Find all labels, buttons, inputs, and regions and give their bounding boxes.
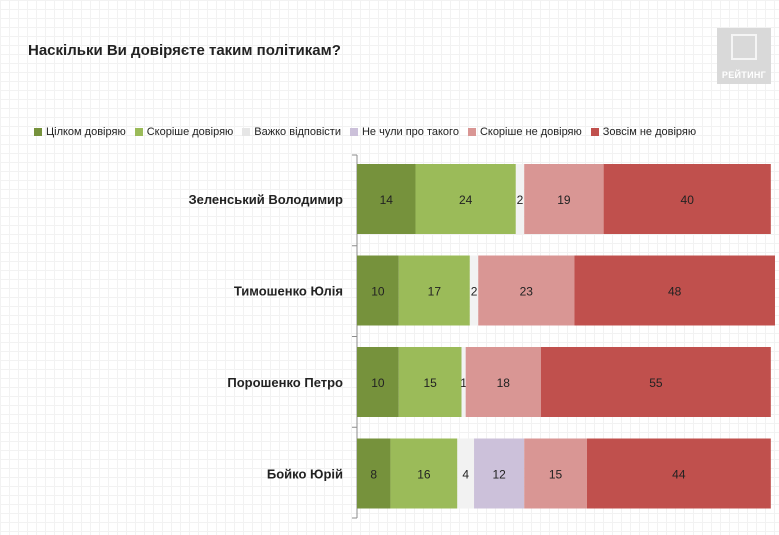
bar-segment [524, 438, 587, 509]
legend-label: Цілком довіряю [46, 126, 126, 138]
legend-label: Важко відповісти [254, 126, 341, 138]
bar-segment [357, 347, 399, 417]
legend-swatch [242, 128, 251, 136]
bar-segment [474, 438, 525, 509]
value-label: 10 [371, 285, 385, 299]
legend-item: Скоріше не довіряю [467, 126, 582, 138]
bar-segment [357, 164, 416, 234]
bar-segment [457, 438, 475, 509]
value-label: 18 [497, 376, 511, 390]
legend-item: Скоріше довіряю [134, 126, 234, 138]
bar-segment [390, 438, 458, 509]
legend-swatch [590, 128, 599, 136]
legend-item: Цілком довіряю [34, 126, 126, 138]
bar-segment [465, 347, 541, 417]
legend: Цілком довіряю Скоріше довіряю Важко відпо… [34, 124, 705, 140]
value-label: 4 [462, 468, 469, 482]
bar-segment [574, 255, 775, 326]
bar-segment [469, 255, 479, 326]
legend-item: Зовсім не довіряю [590, 126, 697, 138]
value-label: 15 [423, 376, 437, 390]
value-label: 10 [371, 376, 385, 390]
legend-swatch [134, 128, 143, 136]
bar-segment [398, 255, 470, 326]
bar-segment [357, 255, 399, 326]
value-label: 8 [370, 468, 377, 482]
value-label: 24 [459, 193, 473, 207]
value-label: 14 [380, 193, 394, 207]
legend-swatch [34, 128, 42, 136]
legend-swatch [467, 128, 476, 136]
bar-segment [586, 438, 771, 509]
bar-segment [357, 438, 391, 509]
rating-logo: РЕЙТИНГ [717, 28, 771, 84]
value-label: 12 [492, 468, 506, 482]
bar-segment [524, 164, 604, 234]
value-label: 2 [471, 285, 478, 299]
legend-label: Скоріше не довіряю [479, 126, 582, 138]
value-label: 55 [649, 376, 663, 390]
value-label: 44 [672, 468, 686, 482]
bar-segment [603, 164, 771, 234]
bar-segment [540, 347, 771, 417]
bar-segment [415, 164, 516, 234]
value-label: 48 [668, 285, 682, 299]
legend-label: Не чули про такого [361, 126, 459, 138]
value-label: 1 [460, 376, 467, 390]
value-label: 19 [557, 193, 571, 207]
value-label: 2 [517, 193, 524, 207]
legend-item: Не чули про такого [349, 126, 459, 138]
category-label: Порошенко Петро [227, 375, 343, 390]
bar-segment [515, 164, 525, 234]
value-label: 23 [520, 285, 534, 299]
legend-label: Скоріше довіряю [146, 126, 234, 138]
value-label: 16 [417, 468, 431, 482]
bar-segment [398, 347, 462, 417]
bar-segment [461, 347, 466, 417]
logo-square-icon [731, 34, 757, 60]
category-label: Зеленський Володимир [188, 192, 343, 207]
legend-swatch [349, 128, 358, 136]
value-label: 15 [549, 468, 563, 482]
value-label: 17 [428, 285, 442, 299]
category-label: Бойко Юрій [267, 467, 343, 482]
value-label: 40 [681, 193, 695, 207]
legend-item: Важко відповісти [242, 126, 341, 138]
category-label: Тимошенко Юлія [234, 284, 343, 299]
logo-text: РЕЙТИНГ [721, 70, 767, 80]
bar-segment [478, 255, 575, 326]
chart-title: Наскільки Ви довіряєте таким політикам? [28, 42, 341, 59]
legend-label: Зовсім не довіряю [602, 126, 697, 138]
